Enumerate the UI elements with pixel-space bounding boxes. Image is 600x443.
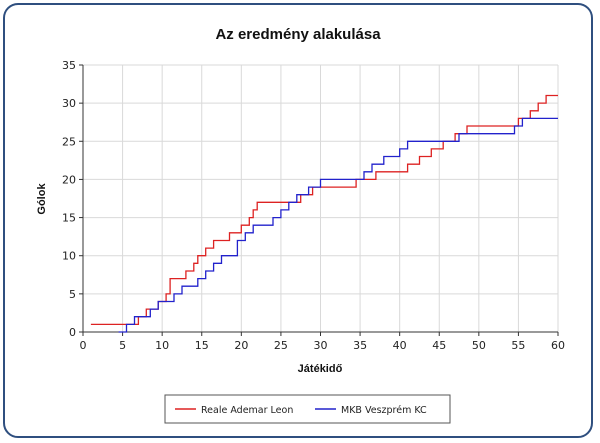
legend: Reale Ademar Leon MKB Veszprém KC bbox=[164, 394, 451, 424]
y-tick-label: 35 bbox=[62, 59, 76, 72]
legend-box bbox=[164, 394, 451, 424]
x-tick-label: 30 bbox=[314, 339, 328, 352]
series-line-1 bbox=[118, 117, 558, 333]
y-axis-label: Gólok bbox=[36, 183, 48, 215]
x-tick-label: 55 bbox=[511, 339, 525, 352]
plot-area: 0 5 10 15 20 25 30 35 40 45 50 55 60 0 5 10 15 20 25 30 35 bbox=[62, 59, 565, 352]
legend-label-series-0: Reale Ademar Leon bbox=[201, 405, 293, 416]
y-tick-label: 15 bbox=[62, 212, 76, 225]
chart-title: Az eredmény alakulása bbox=[215, 26, 381, 43]
x-tick-label: 45 bbox=[432, 339, 446, 352]
y-tick-label: 25 bbox=[62, 135, 76, 148]
x-tick-label: 25 bbox=[274, 339, 288, 352]
y-tick-label: 10 bbox=[62, 250, 76, 263]
y-tick-label: 30 bbox=[62, 97, 76, 110]
y-tick-label: 5 bbox=[69, 288, 76, 301]
x-tick-label: 10 bbox=[155, 339, 169, 352]
y-tick-label: 20 bbox=[62, 173, 76, 186]
legend-label-series-1: MKB Veszprém KC bbox=[341, 405, 427, 416]
x-tick-label: 20 bbox=[234, 339, 248, 352]
x-tick-label: 40 bbox=[393, 339, 407, 352]
x-axis-label: Játékidő bbox=[298, 363, 343, 375]
x-tick-label: 0 bbox=[80, 339, 87, 352]
x-tick-label: 15 bbox=[195, 339, 209, 352]
series-line-0 bbox=[90, 94, 558, 326]
x-tick-label: 50 bbox=[472, 339, 486, 352]
x-tick-label: 35 bbox=[353, 339, 367, 352]
x-tick-label: 5 bbox=[119, 339, 126, 352]
y-tick-label: 0 bbox=[69, 326, 76, 339]
x-tick-label: 60 bbox=[551, 339, 565, 352]
